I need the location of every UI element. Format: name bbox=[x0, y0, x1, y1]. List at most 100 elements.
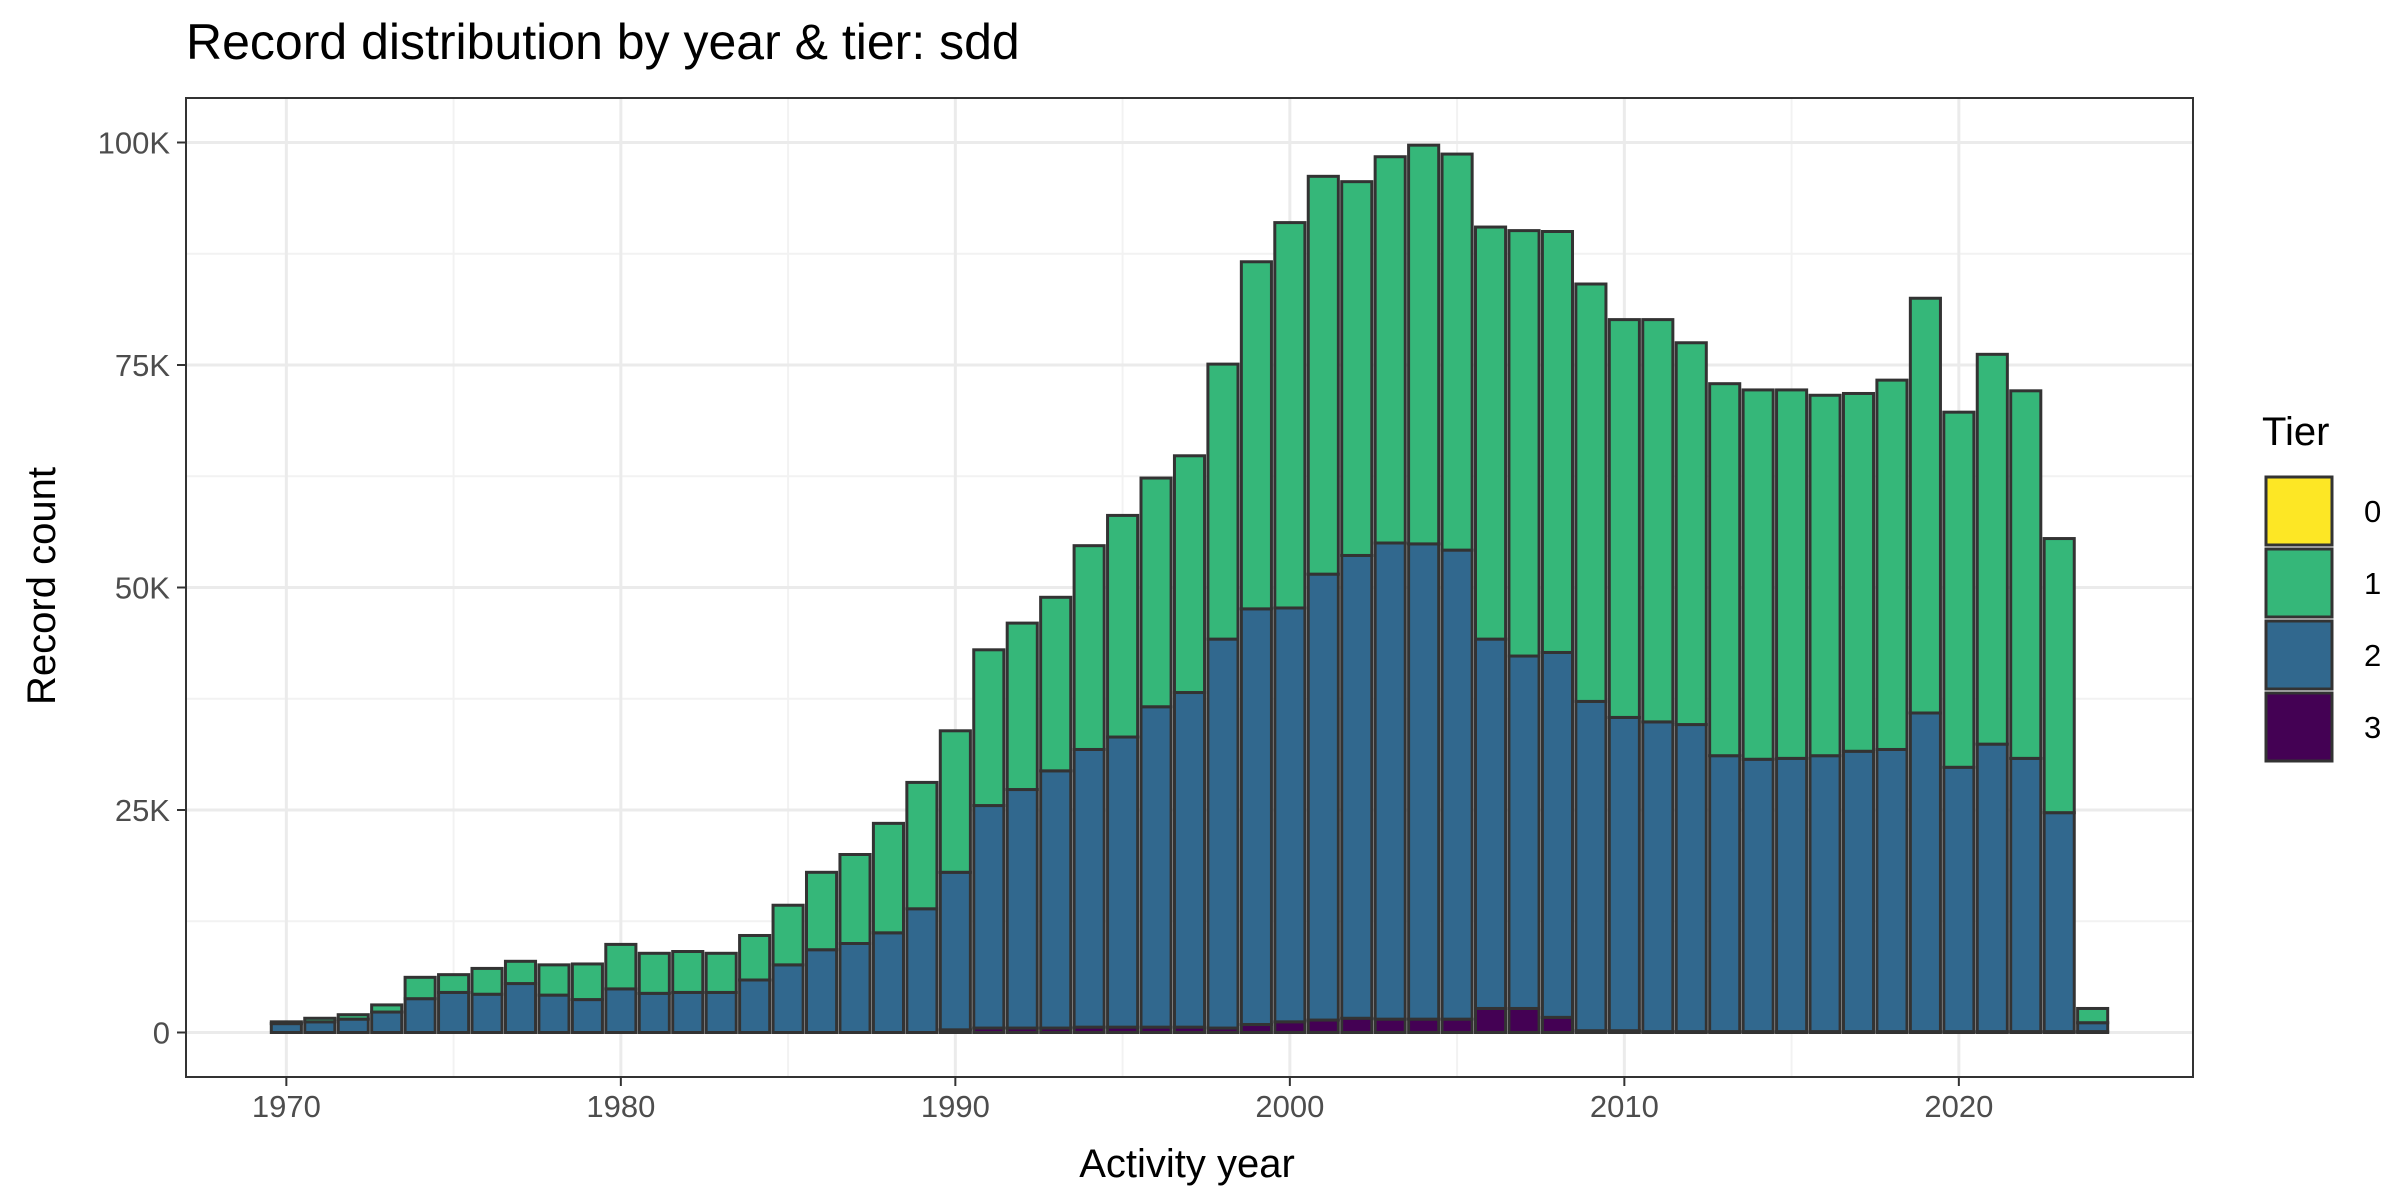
bar-1996-tier-1 bbox=[1139, 476, 1173, 709]
bar-2012-tier-2 bbox=[1674, 723, 1708, 1034]
bar-2019-tier-2 bbox=[1908, 711, 1942, 1034]
bar-2007-tier-2 bbox=[1507, 654, 1541, 1010]
y-tick-label: 50K bbox=[115, 571, 170, 606]
bar-2014-tier-2 bbox=[1741, 757, 1775, 1034]
bar-2003-tier-1 bbox=[1373, 155, 1407, 545]
bar-1973-tier-2 bbox=[370, 1010, 404, 1035]
bar-1986-tier-1 bbox=[804, 870, 839, 952]
legend-title: Tier bbox=[2262, 410, 2329, 454]
bar-2022-tier-1 bbox=[2009, 389, 2043, 760]
bar-2021-tier-2 bbox=[1975, 742, 2009, 1034]
legend: 0 1 2 3 bbox=[2264, 475, 2381, 763]
bar-1984-tier-2 bbox=[738, 978, 772, 1034]
bar-1998-tier-2 bbox=[1206, 637, 1240, 1030]
bar-2008-tier-1 bbox=[1540, 230, 1575, 654]
bar-2023-tier-2 bbox=[2042, 811, 2076, 1034]
bar-1992-tier-2 bbox=[1005, 788, 1039, 1030]
bar-1983-tier-2 bbox=[704, 990, 738, 1035]
bar-2015-tier-1 bbox=[1775, 388, 1809, 760]
bar-2002-tier-3 bbox=[1340, 1016, 1374, 1035]
y-tick-label: 100K bbox=[98, 126, 171, 161]
bar-1985-tier-1 bbox=[771, 903, 805, 967]
bar-1980-tier-1 bbox=[604, 942, 638, 991]
chart-title: Record distribution by year & tier: sdd bbox=[186, 14, 1020, 70]
bar-2007-tier-1 bbox=[1507, 229, 1541, 658]
bar-1992-tier-1 bbox=[1005, 621, 1039, 792]
legend-label-3: 3 bbox=[2364, 710, 2381, 745]
bar-1999-tier-1 bbox=[1239, 260, 1273, 611]
bar-2010-tier-2 bbox=[1607, 715, 1641, 1033]
bar-1972-tier-1 bbox=[336, 1013, 370, 1021]
bar-1977-tier-2 bbox=[503, 982, 538, 1034]
bar-1977-tier-1 bbox=[503, 959, 538, 986]
bar-2018-tier-1 bbox=[1875, 378, 1909, 751]
bar-1970-tier-1 bbox=[269, 1020, 303, 1026]
legend-label-1: 1 bbox=[2364, 566, 2381, 601]
bar-2000-tier-3 bbox=[1273, 1020, 1307, 1035]
legend-key-1 bbox=[2264, 547, 2334, 619]
bar-1978-tier-2 bbox=[537, 993, 571, 1034]
bar-2020-tier-2 bbox=[1942, 765, 1976, 1034]
bar-1995-tier-1 bbox=[1106, 513, 1140, 739]
x-tick-label: 2010 bbox=[1590, 1089, 1659, 1124]
bar-2011-tier-1 bbox=[1641, 318, 1675, 724]
bar-1996-tier-2 bbox=[1139, 705, 1173, 1029]
bar-2007-tier-3 bbox=[1507, 1006, 1541, 1034]
x-tick-label: 1980 bbox=[586, 1089, 655, 1124]
y-tick-label: 0 bbox=[153, 1016, 170, 1051]
bar-1981-tier-2 bbox=[637, 991, 671, 1035]
bar-2017-tier-1 bbox=[1841, 391, 1876, 753]
bar-1999-tier-2 bbox=[1239, 607, 1273, 1026]
bar-1988-tier-2 bbox=[871, 931, 906, 1035]
bar-2017-tier-2 bbox=[1841, 749, 1876, 1034]
bar-2004-tier-2 bbox=[1407, 542, 1441, 1021]
bar-1998-tier-1 bbox=[1206, 362, 1240, 641]
bar-1976-tier-1 bbox=[470, 966, 504, 996]
bar-2008-tier-3 bbox=[1540, 1015, 1575, 1034]
bar-1990-tier-1 bbox=[938, 729, 972, 874]
bar-2018-tier-2 bbox=[1875, 747, 1909, 1034]
bar-1984-tier-1 bbox=[738, 933, 772, 982]
bar-2002-tier-2 bbox=[1340, 553, 1374, 1020]
bar-2016-tier-1 bbox=[1808, 393, 1842, 758]
bar-1975-tier-1 bbox=[437, 973, 471, 994]
bar-2013-tier-1 bbox=[1708, 382, 1742, 758]
bar-1989-tier-2 bbox=[905, 907, 939, 1034]
bar-1974-tier-2 bbox=[403, 997, 437, 1034]
x-tick-label: 1970 bbox=[252, 1089, 321, 1124]
bar-1971-tier-1 bbox=[303, 1016, 337, 1024]
bar-2008-tier-2 bbox=[1540, 650, 1575, 1019]
bar-1989-tier-1 bbox=[905, 780, 939, 911]
bar-2016-tier-2 bbox=[1808, 754, 1842, 1034]
bar-1980-tier-2 bbox=[604, 987, 638, 1035]
bar-2003-tier-3 bbox=[1373, 1017, 1407, 1035]
bar-2001-tier-1 bbox=[1306, 174, 1340, 576]
bar-1976-tier-2 bbox=[470, 992, 504, 1034]
bar-1981-tier-1 bbox=[637, 951, 671, 995]
bar-2001-tier-3 bbox=[1306, 1018, 1340, 1034]
bar-1993-tier-2 bbox=[1039, 769, 1073, 1030]
bar-1975-tier-2 bbox=[437, 990, 471, 1035]
bar-1979-tier-2 bbox=[570, 998, 604, 1035]
bar-1993-tier-1 bbox=[1039, 595, 1073, 773]
legend-label-0: 0 bbox=[2364, 494, 2381, 529]
bar-2004-tier-1 bbox=[1407, 143, 1441, 546]
bar-1987-tier-1 bbox=[838, 853, 872, 945]
bar-1990-tier-2 bbox=[938, 870, 972, 1032]
bar-2006-tier-2 bbox=[1473, 637, 1508, 1010]
bar-2013-tier-2 bbox=[1708, 754, 1742, 1034]
bar-2006-tier-3 bbox=[1473, 1006, 1508, 1034]
bar-2022-tier-2 bbox=[2009, 756, 2043, 1034]
bar-2002-tier-1 bbox=[1340, 180, 1374, 557]
bar-1986-tier-2 bbox=[804, 948, 839, 1034]
bar-1991-tier-2 bbox=[972, 804, 1006, 1030]
bar-1987-tier-2 bbox=[838, 942, 872, 1034]
x-axis-title: Activity year bbox=[1079, 1142, 1295, 1186]
legend-key-2 bbox=[2264, 619, 2334, 691]
bar-1988-tier-1 bbox=[871, 821, 906, 935]
y-tick-label: 75K bbox=[115, 348, 170, 383]
bar-2023-tier-1 bbox=[2042, 537, 2076, 815]
bar-1991-tier-1 bbox=[972, 648, 1006, 808]
bar-1973-tier-1 bbox=[370, 1003, 404, 1014]
bar-2000-tier-2 bbox=[1273, 606, 1307, 1024]
